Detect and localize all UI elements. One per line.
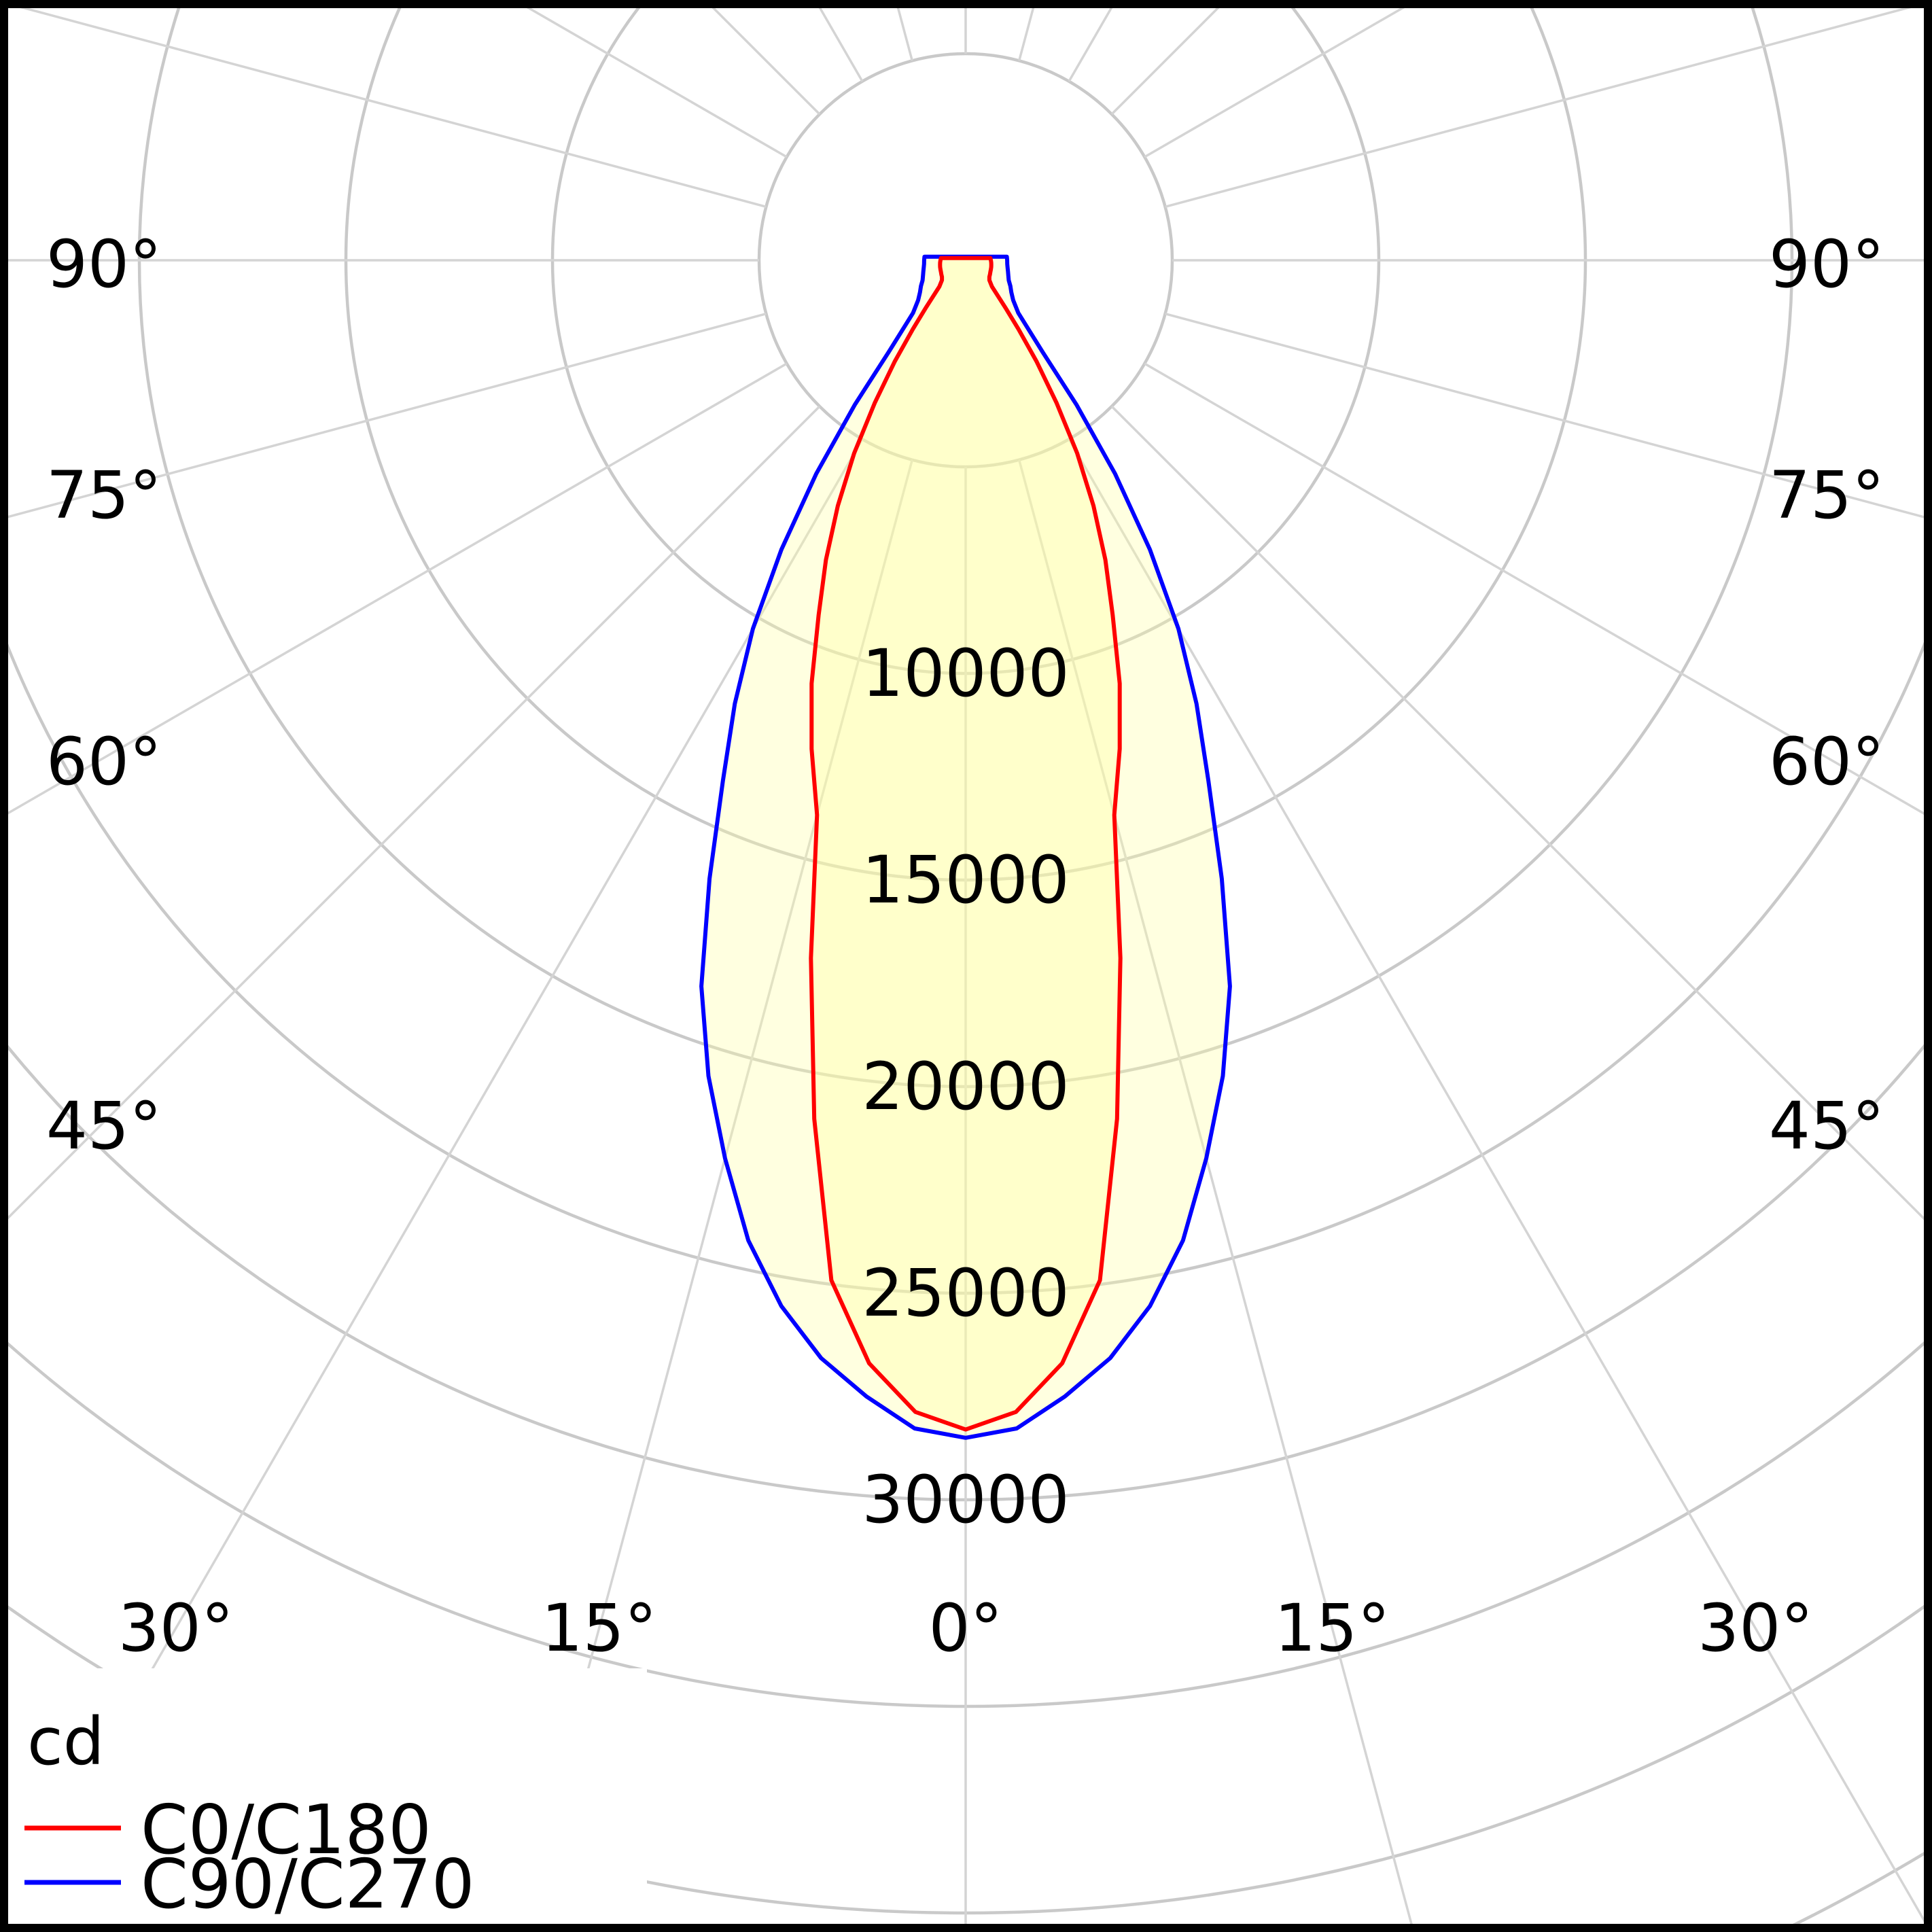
grid-ray — [1017, 459, 1413, 1924]
curve-layer — [699, 254, 1232, 1440]
angle-labels: 90° 90° 75° 75° 60° 60° 45° 45° 30° 15° 0° 15° 30° — [46, 226, 1884, 1666]
angle-label: 30° — [1698, 1590, 1813, 1666]
grid-ray — [1165, 8, 1912, 209]
legend-label-c90-c270: C90/C270 — [141, 1844, 474, 1924]
radial-tick-labels: 10000 15000 20000 25000 30000 — [862, 635, 1069, 1538]
legend-mask — [8, 1668, 647, 1932]
grid-ray — [1110, 405, 1924, 1220]
grid-ray — [8, 312, 767, 519]
grid-ray — [8, 405, 821, 1220]
legend-label-c0-c180: C0/C180 — [141, 1790, 432, 1869]
angle-label: 15° — [1274, 1590, 1390, 1666]
grid-ray — [519, 459, 914, 1924]
angle-label: 75° — [1769, 457, 1884, 533]
angle-label: 45° — [1769, 1088, 1884, 1164]
grid-ray — [1165, 312, 1924, 519]
angle-label: 0° — [928, 1590, 1002, 1666]
angle-label: 60° — [46, 724, 162, 800]
angle-label: 90° — [1769, 226, 1884, 302]
radial-tick-label: 30000 — [862, 1462, 1069, 1538]
radial-tick-label: 20000 — [862, 1049, 1069, 1125]
angle-label: 75° — [46, 457, 162, 533]
legend: cd C0/C180 C90/C270 — [8, 1668, 647, 1932]
grid-ray — [20, 8, 767, 209]
beam-fill-c90-c270 — [701, 256, 1230, 1438]
radial-tick-label: 15000 — [862, 842, 1069, 918]
angle-label: 60° — [1769, 724, 1884, 800]
beam-fill-c0-c180 — [811, 258, 1121, 1430]
curve-c0-c180 — [809, 256, 1123, 1432]
grid-ray — [8, 362, 788, 815]
grid-ray — [1068, 438, 1924, 1922]
curve-c90-c270 — [699, 254, 1232, 1440]
angle-label: 15° — [542, 1590, 657, 1666]
angle-label: 90° — [46, 226, 162, 302]
grid-ray — [1144, 362, 1924, 815]
radial-tick-label: 25000 — [862, 1255, 1069, 1331]
radial-tick-label: 10000 — [862, 635, 1069, 712]
angle-label: 30° — [118, 1590, 234, 1666]
angle-label: 45° — [46, 1088, 162, 1164]
legend-unit-label: cd — [27, 1704, 105, 1780]
